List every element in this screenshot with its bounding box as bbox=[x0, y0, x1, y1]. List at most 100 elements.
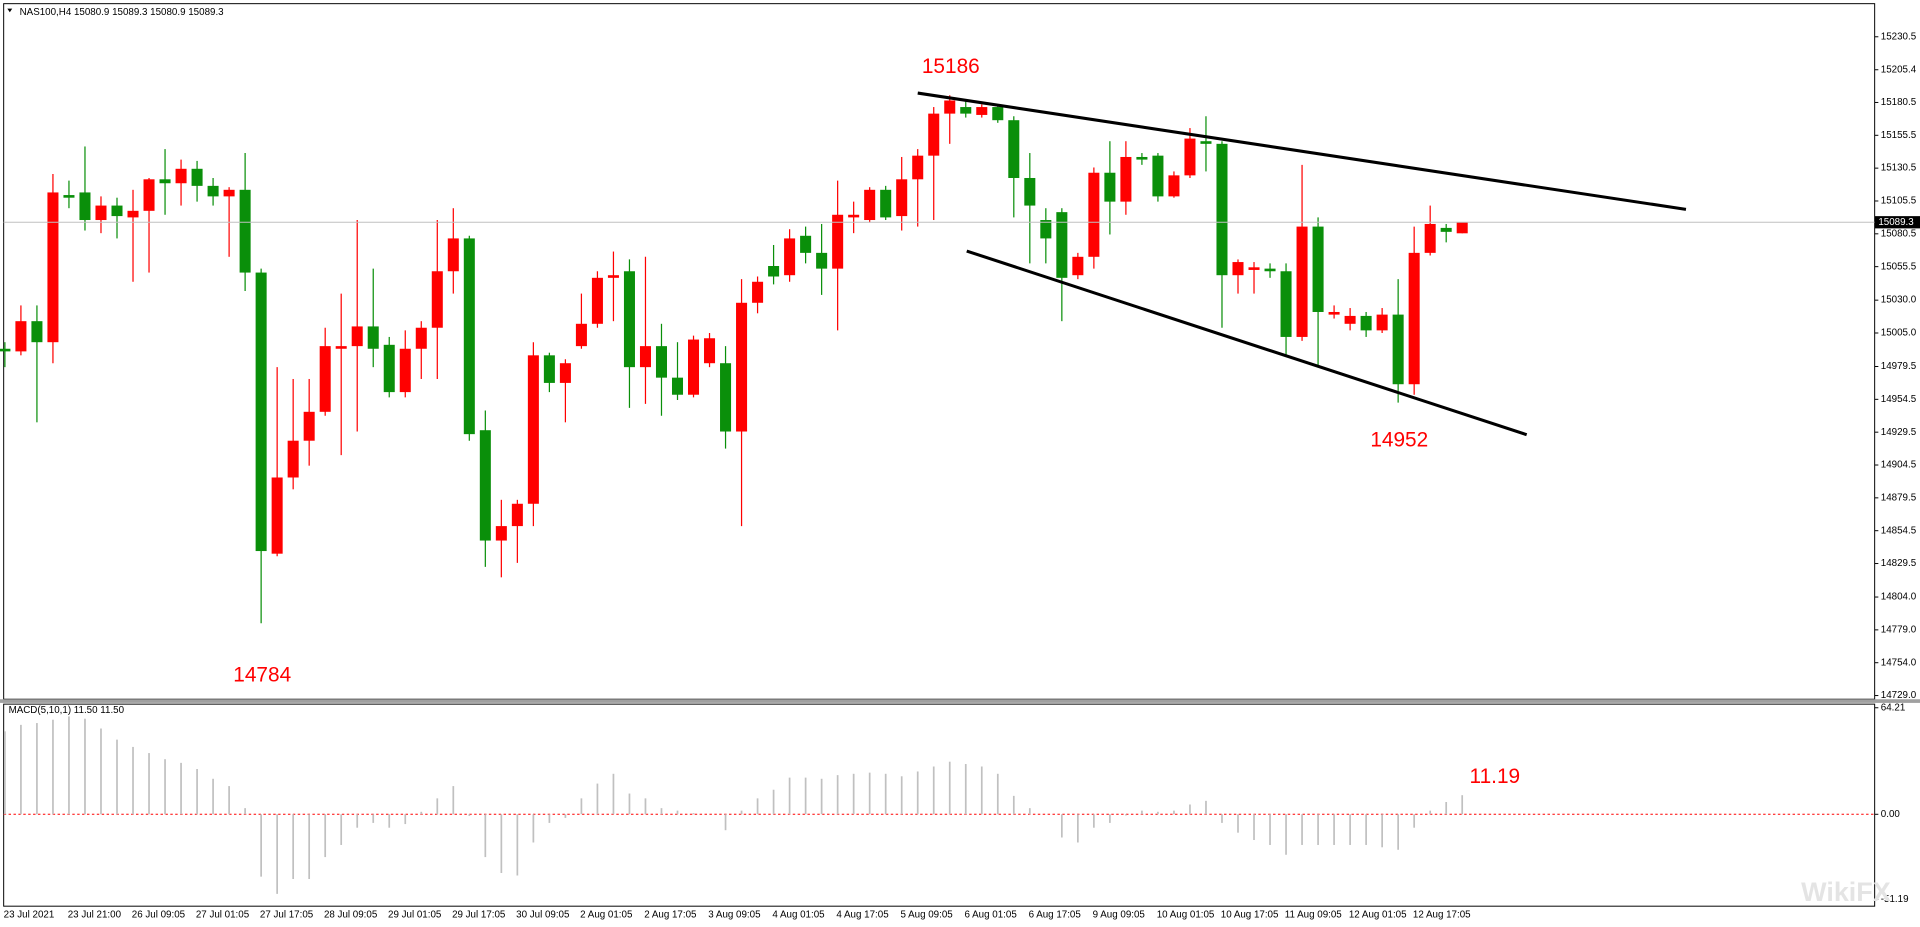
annotation: 14952 bbox=[1370, 428, 1428, 451]
candle-body bbox=[1264, 268, 1276, 272]
x-tick-label: 10 Aug 17:05 bbox=[1221, 909, 1279, 920]
candle-body bbox=[1216, 143, 1228, 276]
candle-body bbox=[175, 168, 187, 184]
x-tick-label: 10 Aug 01:05 bbox=[1157, 909, 1215, 920]
candle-body bbox=[784, 238, 796, 276]
x-tick-label: 6 Aug 17:05 bbox=[1029, 909, 1082, 920]
candle-body bbox=[1152, 155, 1164, 197]
candle-body bbox=[768, 266, 780, 277]
candle-body bbox=[607, 275, 619, 278]
candle-body bbox=[351, 326, 363, 347]
candle-body bbox=[1296, 226, 1308, 337]
x-tick-label: 3 Aug 09:05 bbox=[708, 909, 761, 920]
candle-body bbox=[832, 214, 844, 269]
candle-body bbox=[1312, 226, 1324, 312]
candle-body bbox=[912, 155, 924, 180]
y-tick-label: 14779.0 bbox=[1881, 624, 1917, 635]
candle-body bbox=[880, 189, 892, 218]
candle-body bbox=[383, 344, 395, 393]
annotation: 15186 bbox=[922, 55, 980, 78]
candle-body bbox=[271, 477, 283, 554]
panel-separator bbox=[0, 699, 1920, 703]
candle-body bbox=[399, 348, 411, 393]
candle-body bbox=[1440, 227, 1452, 232]
candle-body bbox=[287, 440, 299, 478]
candle-body bbox=[143, 179, 155, 211]
main-panel bbox=[3, 3, 1876, 700]
x-tick-label: 30 Jul 09:05 bbox=[516, 909, 570, 920]
y-tick-label: 14854.5 bbox=[1881, 525, 1917, 536]
candle-body bbox=[15, 321, 27, 352]
y-tick-label: 14754.0 bbox=[1881, 657, 1917, 668]
candle-body bbox=[944, 100, 956, 114]
candle-body bbox=[704, 338, 716, 364]
macd-panel bbox=[3, 703, 1876, 907]
candle-body bbox=[1072, 256, 1084, 276]
candle-body bbox=[1280, 271, 1292, 337]
x-tick-label: 4 Aug 01:05 bbox=[772, 909, 825, 920]
candle-body bbox=[671, 377, 684, 395]
candle-body bbox=[1360, 315, 1372, 331]
candle-body bbox=[960, 107, 972, 114]
candle-body bbox=[623, 271, 635, 368]
candle-body bbox=[463, 238, 475, 435]
candle-body bbox=[63, 195, 75, 198]
candle-body bbox=[1456, 222, 1468, 234]
y-tick-label: 15130.5 bbox=[1881, 163, 1917, 174]
candle-body bbox=[95, 205, 107, 221]
x-tick-label: 26 Jul 09:05 bbox=[132, 909, 186, 920]
x-tick-label: 12 Aug 01:05 bbox=[1349, 909, 1407, 920]
current-price-box bbox=[1874, 216, 1920, 229]
x-tick-label: 2 Aug 01:05 bbox=[580, 909, 633, 920]
candle-body bbox=[479, 430, 491, 541]
macd-title: MACD(5,10,1) 11.50 11.50 bbox=[9, 705, 125, 716]
y-tick-label: 14929.5 bbox=[1881, 427, 1917, 438]
candle-body bbox=[159, 179, 171, 184]
y-tick-label: 15205.4 bbox=[1881, 64, 1917, 75]
candle-body bbox=[800, 235, 812, 253]
candle-body bbox=[1232, 262, 1244, 276]
candle-body bbox=[31, 321, 43, 343]
candle-body bbox=[127, 210, 139, 218]
y-tick-label: 15155.5 bbox=[1881, 130, 1917, 141]
watermark: WikiFX bbox=[1801, 877, 1891, 907]
candle-body bbox=[207, 185, 219, 197]
candle-body bbox=[1392, 314, 1404, 385]
y-tick-label: 15230.5 bbox=[1881, 31, 1917, 42]
candle-body bbox=[303, 411, 315, 441]
candle-body bbox=[1184, 138, 1196, 176]
candle-body bbox=[223, 189, 235, 197]
candle-body bbox=[239, 189, 251, 273]
candle-body bbox=[0, 348, 11, 352]
candle-body bbox=[1136, 156, 1148, 160]
candle-body bbox=[431, 271, 443, 328]
marks: 15230.5 15205.4 15180.5 15155.5 15130.5 15105… bbox=[0, 31, 1920, 920]
candle-body bbox=[1024, 177, 1036, 206]
trend-line-lower bbox=[966, 249, 1528, 437]
y-tick-label: 14904.5 bbox=[1881, 460, 1917, 471]
candle-body bbox=[527, 355, 539, 504]
candle-body bbox=[1376, 314, 1388, 331]
x-tick-label: 12 Aug 17:05 bbox=[1413, 909, 1471, 920]
candle-body bbox=[47, 192, 59, 343]
candle-body bbox=[1008, 120, 1020, 178]
menu-arrow[interactable] bbox=[7, 8, 13, 13]
y-tick-label: 15105.5 bbox=[1881, 196, 1917, 207]
candle-body bbox=[543, 355, 555, 383]
candle-body bbox=[1424, 223, 1436, 253]
candle-body bbox=[1328, 311, 1340, 315]
candle-body bbox=[1088, 172, 1100, 257]
candle-body bbox=[79, 192, 91, 221]
x-tick-label: 28 Jul 09:05 bbox=[324, 909, 378, 920]
x-tick-label: 29 Jul 01:05 bbox=[388, 909, 442, 920]
candle-body bbox=[575, 323, 587, 347]
candle-body bbox=[976, 107, 988, 115]
candle-body bbox=[736, 302, 748, 432]
x-tick-label: 11 Aug 09:05 bbox=[1285, 909, 1343, 920]
y-tick-label: 14979.5 bbox=[1881, 361, 1917, 372]
candle-body bbox=[559, 363, 571, 383]
candle-body bbox=[1120, 156, 1132, 202]
candle-body bbox=[1344, 315, 1356, 324]
candle-body bbox=[1104, 172, 1116, 202]
annotation: 11.19 bbox=[1470, 765, 1521, 788]
